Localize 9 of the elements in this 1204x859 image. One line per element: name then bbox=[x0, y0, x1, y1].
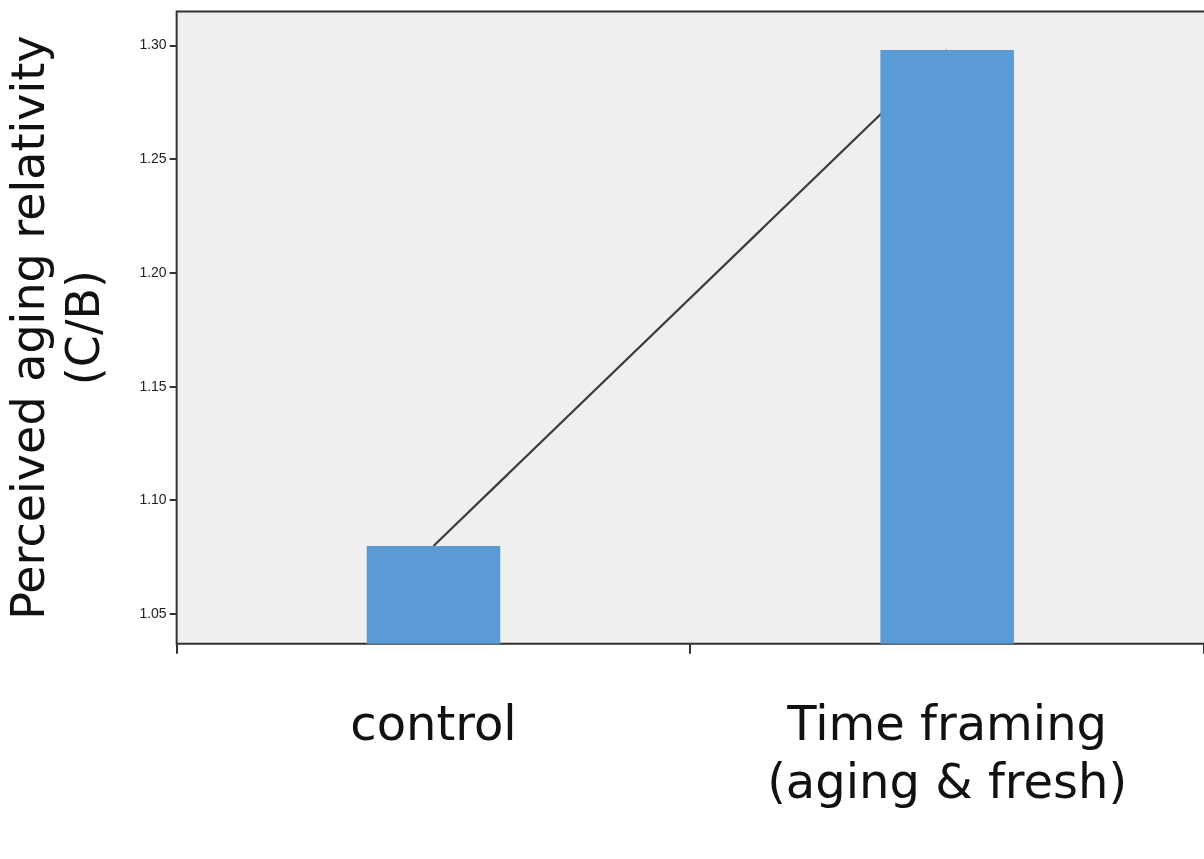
x-tick-label: control bbox=[350, 695, 517, 752]
y-tick-label: 1.20 bbox=[139, 263, 167, 280]
y-tick-label: 1.10 bbox=[139, 491, 167, 508]
x-tick-label: Time framing (aging & fresh) bbox=[767, 695, 1128, 809]
y-tick-label: 1.30 bbox=[139, 36, 167, 53]
y-tick-label: 1.15 bbox=[139, 377, 167, 394]
y-axis-title: Perceived aging relativity (C/B) bbox=[0, 35, 110, 620]
y-tick-label: 1.05 bbox=[139, 605, 167, 622]
y-tick-label: 1.25 bbox=[139, 150, 167, 167]
